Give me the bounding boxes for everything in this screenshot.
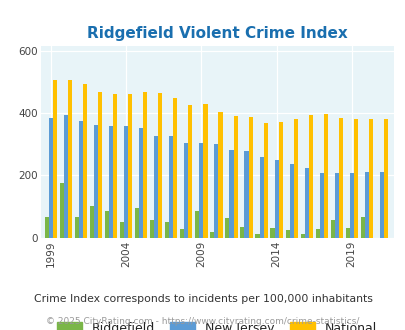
- Bar: [248, 117, 252, 238]
- Bar: [270, 228, 274, 238]
- Bar: [304, 168, 308, 238]
- Bar: [105, 211, 109, 238]
- Bar: [150, 220, 154, 238]
- Bar: [210, 232, 214, 238]
- Bar: [368, 119, 372, 238]
- Bar: [300, 235, 304, 238]
- Bar: [79, 121, 83, 238]
- Bar: [53, 80, 57, 238]
- Bar: [60, 183, 64, 238]
- Bar: [135, 208, 139, 238]
- Bar: [353, 119, 357, 238]
- Bar: [109, 126, 113, 238]
- Bar: [154, 136, 158, 238]
- Bar: [180, 229, 184, 238]
- Bar: [75, 217, 79, 238]
- Bar: [188, 105, 192, 238]
- Bar: [225, 218, 229, 238]
- Bar: [360, 217, 364, 238]
- Bar: [259, 157, 263, 238]
- Bar: [218, 112, 222, 238]
- Bar: [143, 92, 147, 238]
- Bar: [338, 118, 342, 238]
- Bar: [98, 92, 102, 238]
- Bar: [90, 207, 94, 238]
- Bar: [289, 164, 293, 238]
- Bar: [233, 116, 237, 238]
- Bar: [319, 173, 323, 238]
- Text: © 2025 CityRating.com - https://www.cityrating.com/crime-statistics/: © 2025 CityRating.com - https://www.city…: [46, 317, 359, 326]
- Bar: [139, 128, 143, 238]
- Bar: [244, 151, 248, 238]
- Bar: [229, 150, 233, 238]
- Bar: [383, 119, 387, 238]
- Bar: [263, 123, 267, 238]
- Bar: [45, 217, 49, 238]
- Bar: [334, 173, 338, 238]
- Bar: [274, 160, 278, 238]
- Bar: [49, 118, 53, 238]
- Bar: [165, 222, 169, 238]
- Bar: [203, 104, 207, 238]
- Title: Ridgefield Violent Crime Index: Ridgefield Violent Crime Index: [87, 26, 347, 41]
- Bar: [64, 115, 68, 238]
- Bar: [195, 211, 199, 238]
- Bar: [184, 143, 188, 238]
- Bar: [285, 230, 289, 238]
- Bar: [83, 83, 87, 238]
- Bar: [120, 222, 124, 238]
- Bar: [255, 235, 259, 238]
- Bar: [349, 173, 353, 238]
- Legend: Ridgefield, New Jersey, National: Ridgefield, New Jersey, National: [52, 316, 381, 330]
- Bar: [128, 94, 132, 238]
- Text: Crime Index corresponds to incidents per 100,000 inhabitants: Crime Index corresponds to incidents per…: [34, 294, 371, 304]
- Bar: [278, 121, 282, 238]
- Bar: [173, 98, 177, 238]
- Bar: [158, 93, 162, 238]
- Bar: [94, 125, 98, 238]
- Bar: [345, 228, 349, 238]
- Bar: [293, 119, 297, 238]
- Bar: [214, 144, 218, 238]
- Bar: [379, 172, 383, 238]
- Bar: [124, 126, 128, 238]
- Bar: [330, 220, 334, 238]
- Bar: [364, 172, 368, 238]
- Bar: [315, 229, 319, 238]
- Bar: [323, 114, 327, 238]
- Bar: [308, 115, 312, 238]
- Bar: [240, 227, 244, 238]
- Bar: [199, 143, 203, 238]
- Bar: [113, 94, 117, 238]
- Bar: [68, 80, 72, 238]
- Bar: [169, 136, 173, 238]
